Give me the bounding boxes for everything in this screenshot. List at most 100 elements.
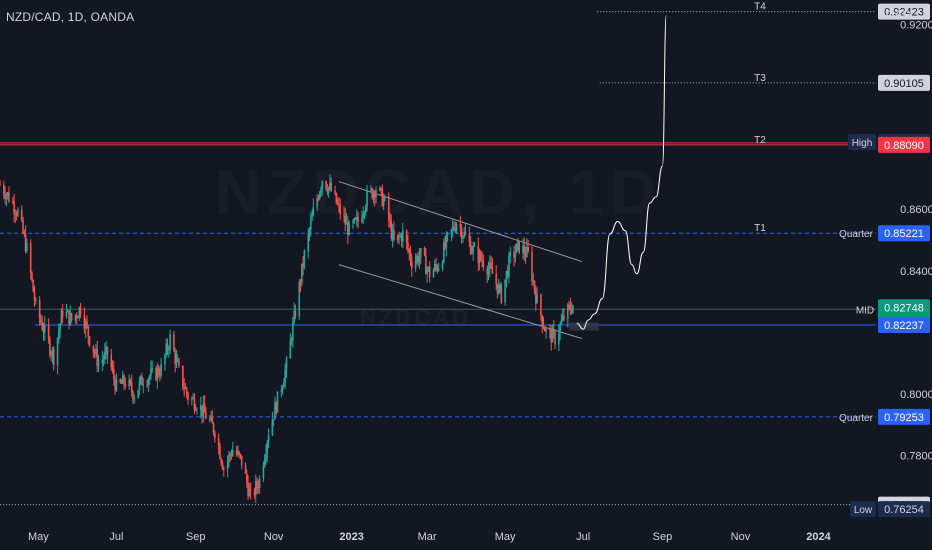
- candle-body[interactable]: [318, 192, 321, 199]
- candle-body[interactable]: [454, 229, 457, 231]
- candle-body[interactable]: [372, 192, 375, 199]
- candle-body[interactable]: [147, 379, 150, 386]
- candle-body[interactable]: [437, 268, 440, 271]
- candle-body[interactable]: [468, 234, 471, 242]
- candle-body[interactable]: [481, 259, 483, 262]
- candle-body[interactable]: [444, 242, 446, 248]
- candle-body[interactable]: [183, 387, 185, 389]
- price-pill-t4[interactable]: [878, 3, 930, 20]
- candle-body[interactable]: [175, 358, 178, 364]
- candle-body[interactable]: [552, 328, 555, 332]
- candle-body[interactable]: [298, 282, 301, 317]
- candle-body[interactable]: [138, 380, 141, 391]
- candle-body[interactable]: [532, 280, 535, 282]
- candle-body[interactable]: [303, 250, 306, 267]
- candle-body[interactable]: [66, 310, 69, 313]
- candle-body[interactable]: [427, 266, 430, 270]
- candle-body[interactable]: [347, 222, 349, 235]
- candle-body[interactable]: [505, 270, 508, 280]
- candle-body[interactable]: [182, 365, 184, 388]
- candle-body[interactable]: [60, 310, 63, 325]
- candle-body[interactable]: [549, 329, 551, 331]
- candle-body[interactable]: [210, 416, 212, 420]
- candle-body[interactable]: [462, 236, 464, 239]
- candle-body[interactable]: [408, 249, 411, 253]
- candle-body[interactable]: [354, 218, 357, 220]
- candle-body[interactable]: [119, 379, 122, 383]
- candle-body[interactable]: [124, 384, 127, 387]
- candle-body[interactable]: [146, 384, 148, 386]
- price-pill-t2[interactable]: [878, 136, 930, 153]
- candle-body[interactable]: [239, 454, 242, 456]
- candle-body[interactable]: [17, 209, 19, 216]
- candle-body[interactable]: [274, 402, 276, 420]
- candle-body[interactable]: [416, 255, 418, 261]
- candle-body[interactable]: [487, 268, 490, 275]
- candle-body[interactable]: [302, 263, 304, 267]
- candle-body[interactable]: [446, 232, 449, 236]
- candle-body[interactable]: [93, 352, 96, 354]
- candle-body[interactable]: [226, 460, 229, 470]
- projection-path[interactable]: [576, 14, 667, 330]
- candle-body[interactable]: [184, 387, 187, 389]
- candle-body[interactable]: [202, 403, 205, 416]
- candle-body[interactable]: [159, 374, 161, 376]
- candle-body[interactable]: [399, 235, 402, 237]
- candle-body[interactable]: [51, 349, 54, 355]
- candle-body[interactable]: [419, 248, 422, 257]
- candle-body[interactable]: [88, 336, 91, 346]
- candle-body[interactable]: [535, 290, 537, 304]
- candle-body[interactable]: [364, 206, 367, 213]
- candle-body[interactable]: [248, 489, 251, 497]
- candle-body[interactable]: [513, 251, 515, 258]
- candle-body[interactable]: [77, 317, 79, 319]
- price-pill-mid[interactable]: [878, 317, 930, 334]
- candle-body[interactable]: [280, 390, 283, 392]
- candle-body[interactable]: [426, 269, 428, 275]
- candle-body[interactable]: [464, 232, 467, 235]
- candle-body[interactable]: [285, 358, 288, 370]
- candle-body[interactable]: [164, 354, 166, 365]
- candle-body[interactable]: [434, 264, 436, 271]
- candle-body[interactable]: [14, 213, 17, 215]
- candle-body[interactable]: [258, 478, 261, 489]
- candle-body[interactable]: [58, 331, 60, 339]
- candle-body[interactable]: [148, 376, 151, 380]
- candle-body[interactable]: [23, 232, 26, 235]
- candle-body[interactable]: [52, 349, 55, 366]
- candle-body[interactable]: [262, 465, 265, 479]
- candle-body[interactable]: [335, 193, 338, 204]
- candle-body[interactable]: [550, 329, 552, 343]
- candle-body[interactable]: [272, 419, 275, 421]
- candle-body[interactable]: [514, 252, 517, 258]
- candle-body[interactable]: [540, 294, 542, 316]
- candle-body[interactable]: [499, 284, 501, 286]
- candle-body[interactable]: [435, 264, 437, 267]
- candle-body[interactable]: [129, 379, 132, 383]
- candle-body[interactable]: [500, 284, 503, 303]
- candle-body[interactable]: [445, 235, 448, 248]
- candle-body[interactable]: [455, 224, 458, 231]
- candle-body[interactable]: [352, 221, 354, 223]
- candle-body[interactable]: [256, 481, 258, 487]
- candle-body[interactable]: [101, 359, 104, 364]
- candle-body[interactable]: [137, 390, 139, 399]
- candle-body[interactable]: [40, 318, 42, 323]
- candle-body[interactable]: [363, 212, 366, 214]
- candle-body[interactable]: [290, 339, 293, 341]
- candle-body[interactable]: [545, 329, 547, 332]
- candle-body[interactable]: [13, 202, 15, 214]
- candle-body[interactable]: [266, 442, 269, 454]
- candle-body[interactable]: [196, 410, 198, 412]
- candle-body[interactable]: [353, 218, 356, 222]
- candle-body[interactable]: [193, 397, 196, 410]
- candle-body[interactable]: [35, 299, 37, 301]
- candle-body[interactable]: [65, 312, 68, 317]
- candle-body[interactable]: [43, 324, 46, 333]
- candle-body[interactable]: [132, 391, 134, 400]
- candle-body[interactable]: [123, 375, 125, 385]
- candle-body[interactable]: [217, 438, 220, 447]
- candle-body[interactable]: [410, 261, 413, 269]
- candle-body[interactable]: [570, 310, 573, 313]
- candle-body[interactable]: [156, 368, 159, 380]
